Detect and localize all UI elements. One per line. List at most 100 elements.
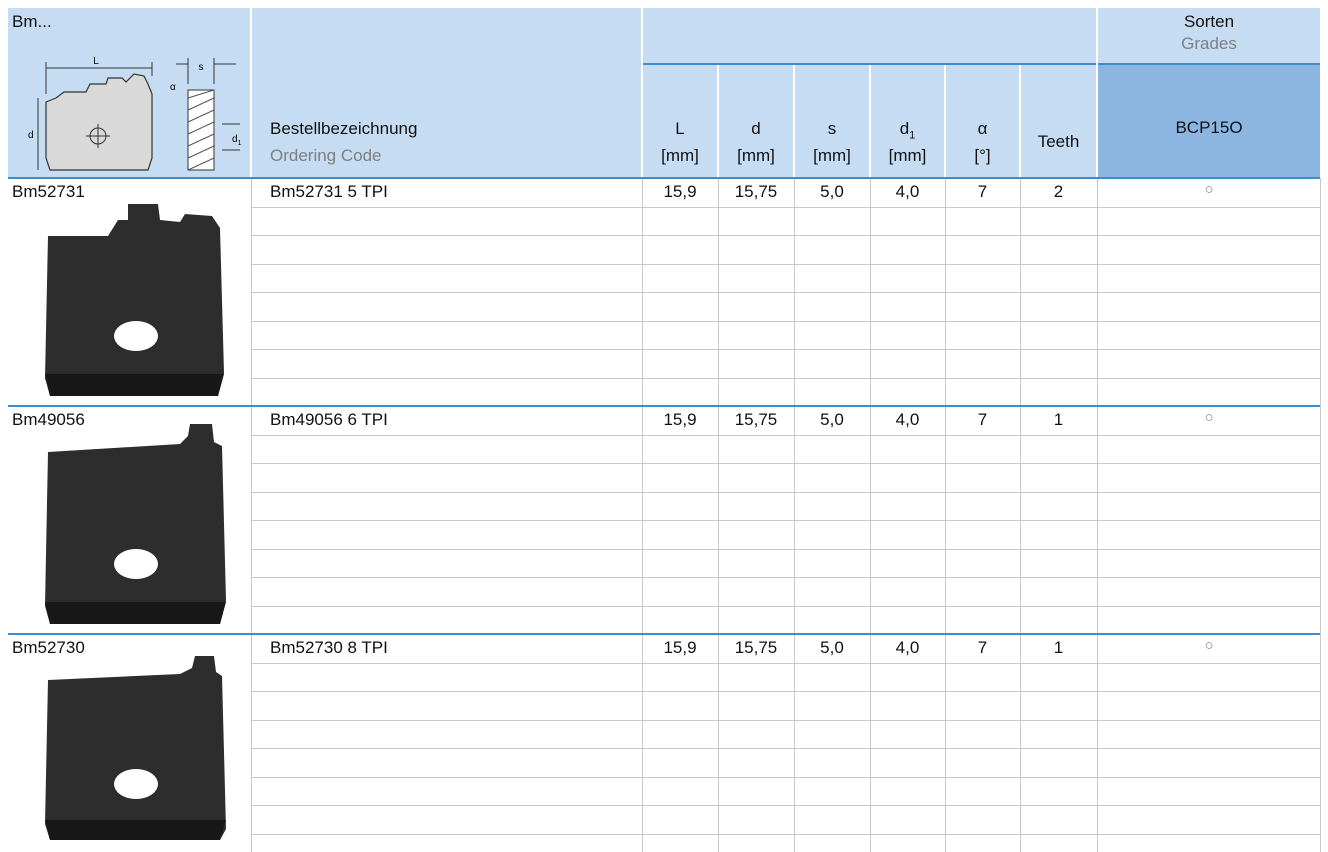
column-unit: [mm] xyxy=(794,146,870,166)
row-line xyxy=(251,577,1320,578)
row-line xyxy=(251,378,1320,379)
value-cell: 5,0 xyxy=(794,182,870,202)
row-line xyxy=(251,606,1320,607)
grade-mark: ○ xyxy=(1098,637,1320,654)
grades-label: Sorten xyxy=(1098,12,1320,32)
column-unit: [mm] xyxy=(870,146,945,166)
sketch-label-sub: 1 xyxy=(238,140,242,147)
value-cell: 15,75 xyxy=(718,182,794,202)
column-line xyxy=(1097,634,1098,852)
row-line xyxy=(251,463,1320,464)
column-symbol: Teeth xyxy=(1020,132,1097,152)
column-line xyxy=(1320,178,1321,406)
ordering-code: Bm49056 6 TPI xyxy=(270,410,388,430)
ordering-code: Bm52731 5 TPI xyxy=(270,182,388,202)
code-label-en: Ordering Code xyxy=(270,146,382,166)
column-line xyxy=(1097,178,1098,406)
column-unit: [°] xyxy=(945,146,1020,166)
column-symbol: α xyxy=(945,119,1020,139)
column-line xyxy=(870,406,871,634)
column-line xyxy=(794,178,795,406)
column-line xyxy=(794,406,795,634)
column-line xyxy=(642,178,643,406)
column-line xyxy=(1097,406,1098,634)
value-cell: 15,75 xyxy=(718,410,794,430)
column-unit: [mm] xyxy=(642,146,718,166)
column-symbol-main: Teeth xyxy=(1038,132,1080,151)
value-cell: 4,0 xyxy=(870,182,945,202)
group-divider xyxy=(8,177,1320,179)
row-line xyxy=(251,349,1320,350)
column-line xyxy=(718,178,719,406)
row-line xyxy=(251,777,1320,778)
sketch-label: d xyxy=(28,130,34,141)
column-symbol-main: d xyxy=(900,119,909,138)
row-line xyxy=(251,549,1320,550)
header-divider xyxy=(642,63,1320,65)
column-line xyxy=(870,634,871,852)
sketch-label: s xyxy=(199,62,204,73)
item-name: Bm52730 xyxy=(12,638,85,658)
column-line xyxy=(718,634,719,852)
column-line xyxy=(870,178,871,406)
value-cell: 15,9 xyxy=(642,410,718,430)
grade-mark: ○ xyxy=(1098,181,1320,198)
column-line xyxy=(1020,634,1021,852)
value-cell: 7 xyxy=(945,410,1020,430)
row-line xyxy=(251,235,1320,236)
group-divider xyxy=(8,405,1320,407)
family-label: Bm... xyxy=(12,12,52,32)
column-line xyxy=(794,634,795,852)
value-cell: 4,0 xyxy=(870,410,945,430)
column-symbol-main: d xyxy=(751,119,760,138)
column-symbol: d xyxy=(718,119,794,139)
value-cell: 15,9 xyxy=(642,638,718,658)
row-line xyxy=(251,292,1320,293)
row-line xyxy=(251,691,1320,692)
row-line xyxy=(251,663,1320,664)
code-label: Bestellbezeichnung xyxy=(270,119,417,139)
group-divider xyxy=(8,633,1320,635)
column-symbol: L xyxy=(642,119,718,139)
row-line xyxy=(251,834,1320,835)
column-symbol-main: L xyxy=(675,119,684,138)
column-symbol-sub: 1 xyxy=(909,129,915,141)
page: Bm... Bestellbezeichnung Ordering Code S… xyxy=(0,0,1328,852)
column-line xyxy=(1320,634,1321,852)
grade-name: BCP15O xyxy=(1098,118,1320,138)
item-name: Bm52731 xyxy=(12,182,85,202)
column-line xyxy=(945,634,946,852)
row-line xyxy=(251,748,1320,749)
value-cell: 1 xyxy=(1020,410,1097,430)
column-symbol-main: s xyxy=(828,119,837,138)
value-cell: 1 xyxy=(1020,638,1097,658)
row-line xyxy=(251,720,1320,721)
column-line xyxy=(251,634,252,852)
value-cell: 5,0 xyxy=(794,410,870,430)
column-line xyxy=(718,406,719,634)
column-line xyxy=(945,406,946,634)
column-line xyxy=(642,634,643,852)
column-line xyxy=(945,178,946,406)
value-cell: 5,0 xyxy=(794,638,870,658)
row-line xyxy=(251,264,1320,265)
column-line xyxy=(251,406,252,634)
header-sep xyxy=(1019,65,1021,178)
value-cell: 4,0 xyxy=(870,638,945,658)
value-cell: 7 xyxy=(945,182,1020,202)
sketch-label: L xyxy=(93,56,99,67)
column-line xyxy=(642,406,643,634)
column-symbol: s xyxy=(794,119,870,139)
value-cell: 15,9 xyxy=(642,182,718,202)
column-unit: [mm] xyxy=(718,146,794,166)
grades-label-en: Grades xyxy=(1098,34,1320,54)
row-line xyxy=(251,435,1320,436)
column-line xyxy=(251,178,252,406)
column-symbol: d1 xyxy=(870,119,945,141)
sketch-label: α xyxy=(170,82,176,93)
ordering-code: Bm52730 8 TPI xyxy=(270,638,388,658)
insert-image xyxy=(0,178,250,406)
insert-sketch: L d s α d1 xyxy=(16,54,248,178)
row-line xyxy=(251,805,1320,806)
row-line xyxy=(251,207,1320,208)
